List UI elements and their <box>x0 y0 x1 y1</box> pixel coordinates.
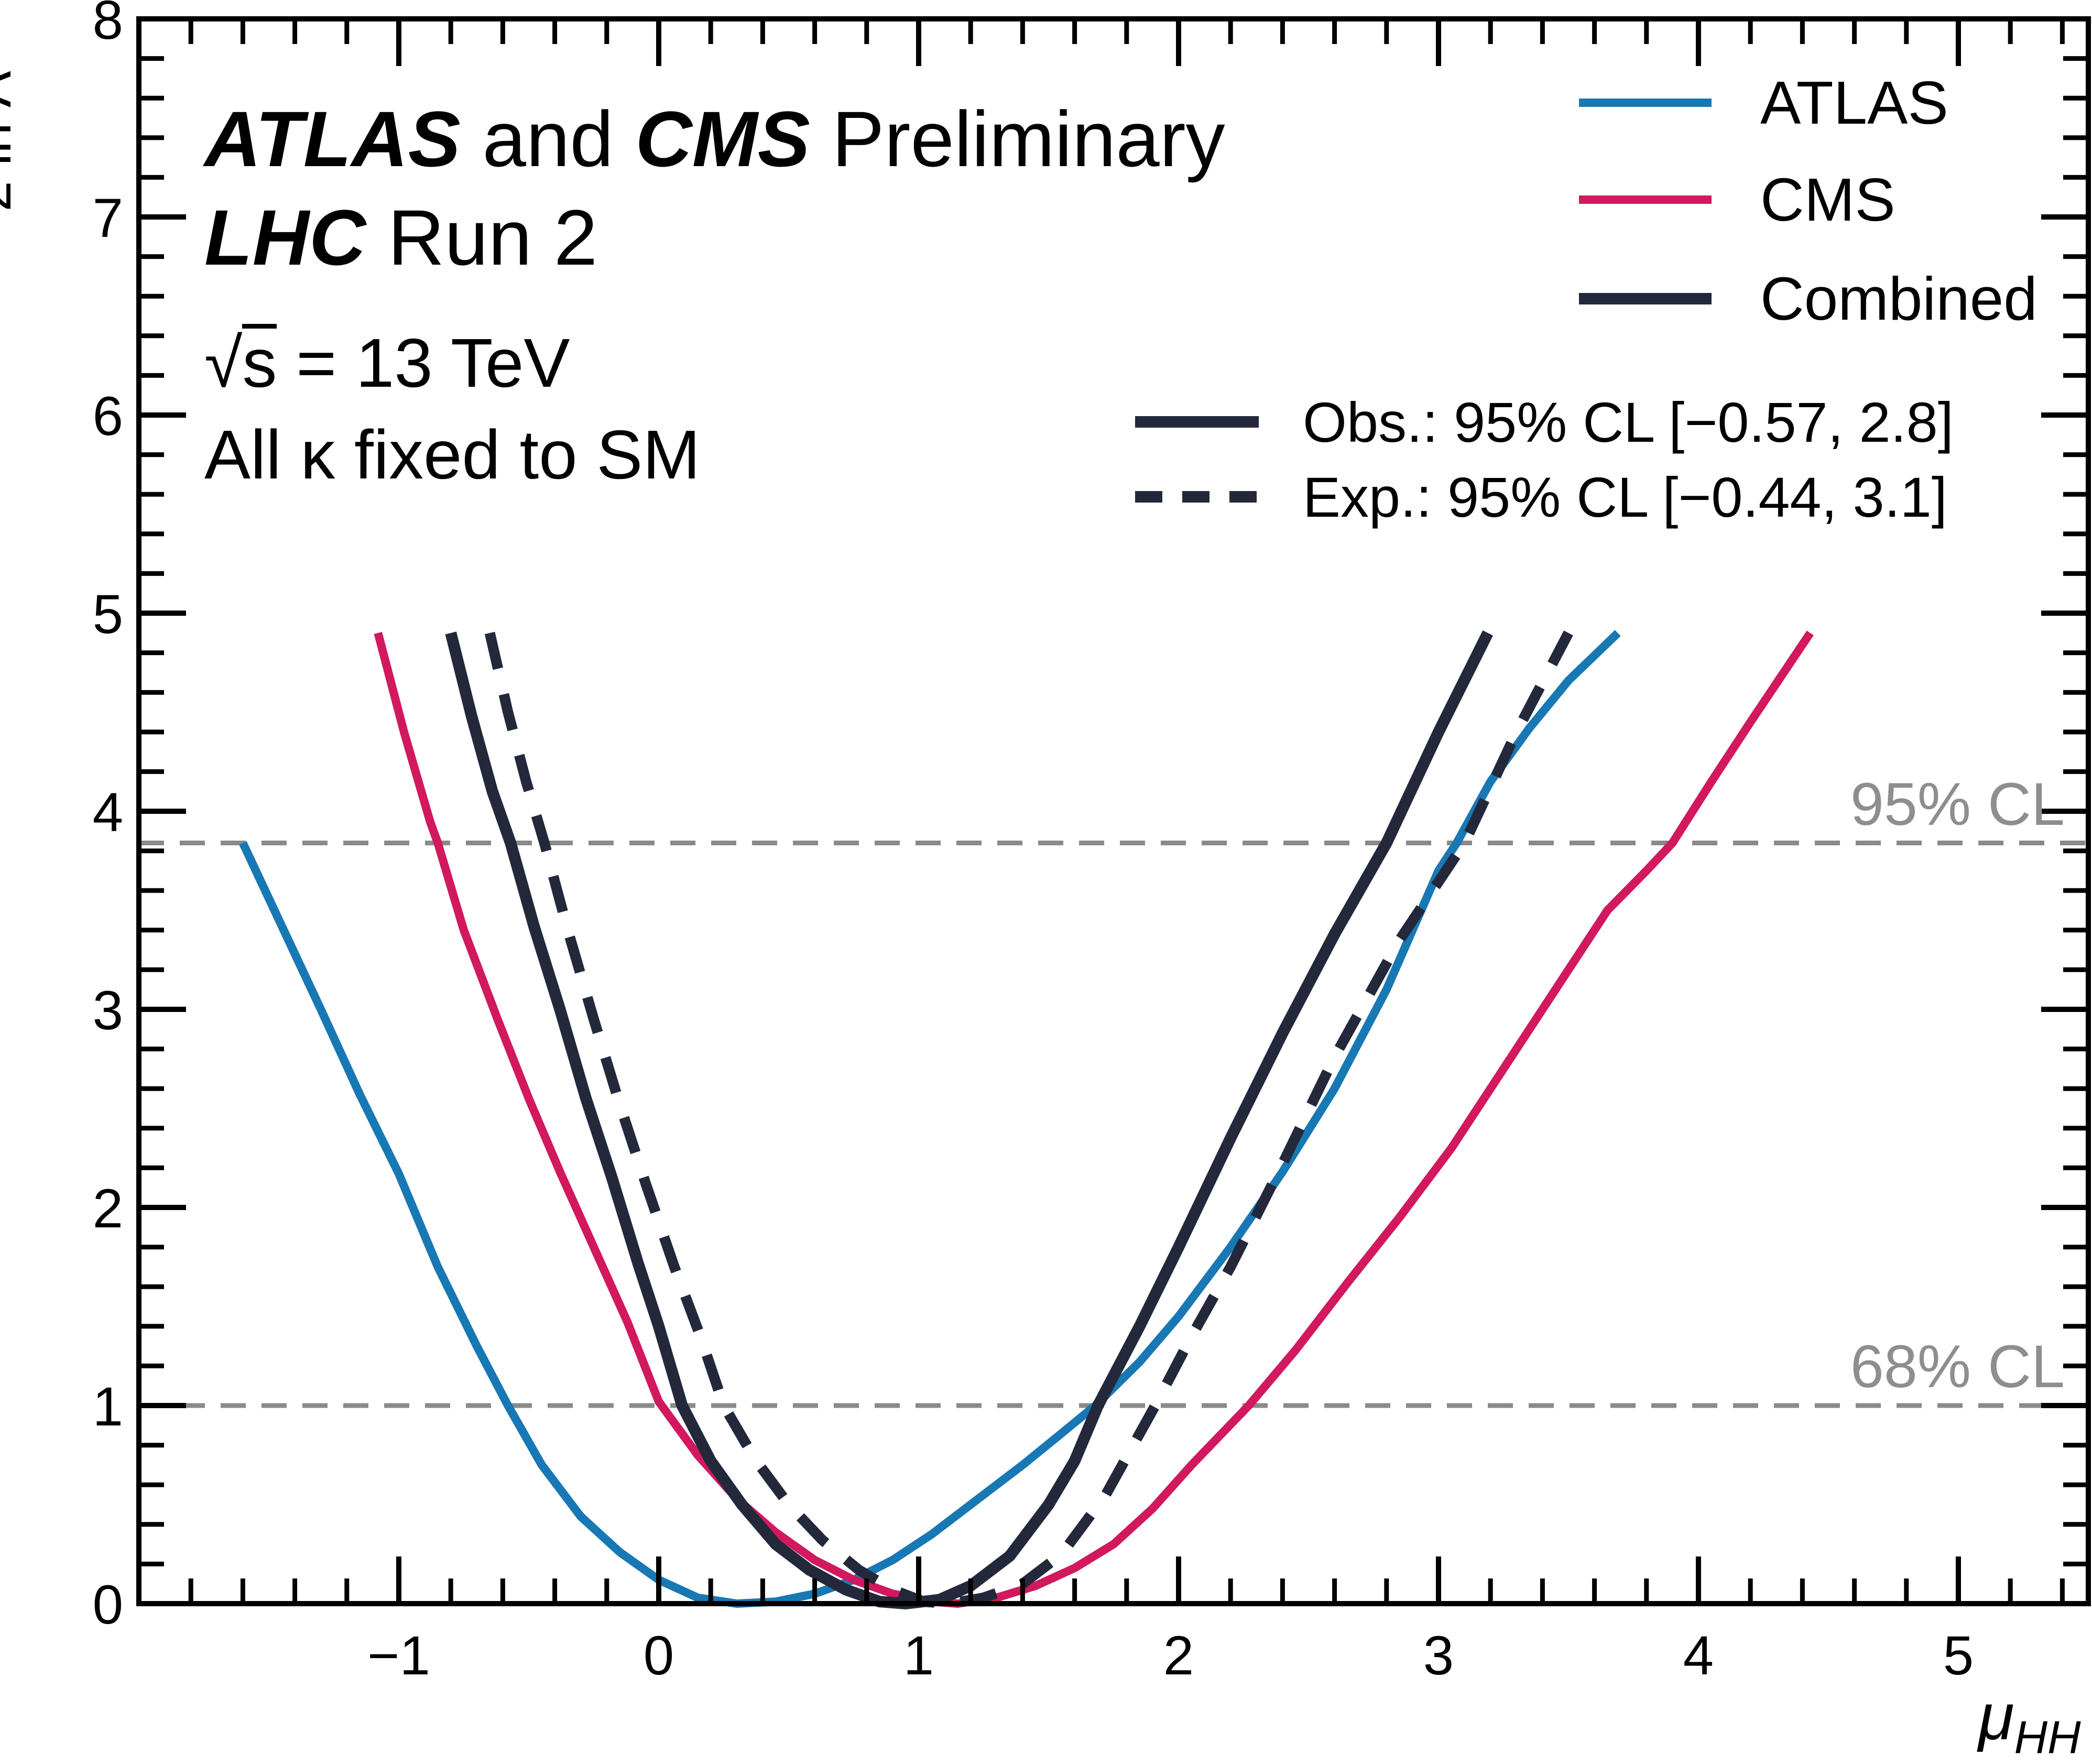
kappa-condition-label: All κ fixed to SM <box>204 416 701 493</box>
cms-line-swatch <box>1579 195 1712 204</box>
radical-sign: √ <box>204 324 243 401</box>
curve-combined-exp.- <box>484 630 1573 1609</box>
observed-interval-label: Obs.: 95% CL [−0.57, 2.8] <box>1303 390 1954 454</box>
curve-atlas <box>239 630 1621 1608</box>
x-tick-label: 5 <box>1943 1625 1974 1686</box>
x-tick-label: 4 <box>1683 1625 1714 1686</box>
legend-label: ATLAS <box>1760 69 1948 137</box>
legend-label: CMS <box>1760 166 1895 234</box>
energy-label: √s = 13 TeV <box>204 324 570 401</box>
cl95-label: 95% CL <box>1850 771 2065 838</box>
legend-label: Combined <box>1760 265 2037 333</box>
legend-item-atlas: ATLAS <box>1579 63 1948 142</box>
y-tick-label: 5 <box>93 584 123 645</box>
y-tick-label: 3 <box>93 980 123 1041</box>
curve-combined-obs.- <box>445 630 1494 1609</box>
y-tick-label: 4 <box>93 782 123 843</box>
legend-item-cms: CMS <box>1579 160 1895 239</box>
x-tick-label: 0 <box>644 1625 674 1686</box>
x-tick-label: 1 <box>903 1625 934 1686</box>
legend-item-combined: Combined <box>1579 259 2037 338</box>
y-axis-title: −2 ln Λ <box>0 71 23 244</box>
x-tick-label: 2 <box>1163 1625 1194 1686</box>
x-tick-label: −1 <box>367 1625 430 1686</box>
y-tick-label: 1 <box>93 1376 123 1438</box>
legend-item-observed: Obs.: 95% CL [−0.57, 2.8] <box>1135 383 1954 461</box>
y-tick-label: 2 <box>93 1178 123 1239</box>
cms-wordmark: CMS <box>635 95 810 183</box>
expected-dash-swatch <box>1135 491 1259 503</box>
atlas-line-swatch <box>1579 99 1712 107</box>
x-axis-title: μHH <box>1978 1681 2081 1763</box>
cl68-label: 68% CL <box>1850 1333 2065 1400</box>
figure-title: ATLAS and CMS Preliminary <box>204 95 1225 183</box>
y-tick-label: 8 <box>93 0 123 51</box>
observed-line-swatch <box>1135 416 1259 428</box>
y-tick-label: 7 <box>93 188 123 249</box>
legend-item-expected: Exp.: 95% CL [−0.44, 3.1] <box>1135 458 1947 536</box>
figure-subtitle: LHC Run 2 <box>204 193 598 281</box>
lhc-wordmark: LHC <box>204 193 366 281</box>
atlas-wordmark: ATLAS <box>204 95 461 183</box>
x-tick-label: 3 <box>1423 1625 1454 1686</box>
combined-line-swatch <box>1579 293 1712 304</box>
expected-interval-label: Exp.: 95% CL [−0.44, 3.1] <box>1303 465 1947 529</box>
y-tick-label: 6 <box>93 386 123 447</box>
y-tick-label: 0 <box>93 1574 123 1636</box>
